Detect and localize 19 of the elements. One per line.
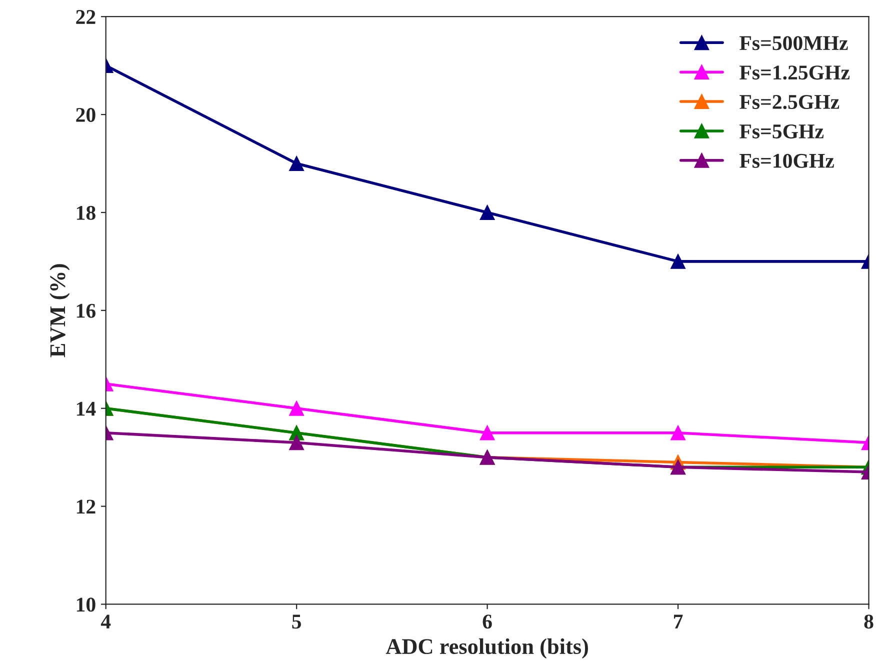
legend-label: Fs=2.5GHz: [740, 95, 840, 110]
y-tick-label: 22: [76, 10, 96, 24]
x-axis-title: ADC resolution (bits): [386, 638, 588, 659]
y-tick-label: 16: [76, 304, 96, 318]
legend-label: Fs=10GHz: [740, 154, 834, 168]
x-tick-label: 7: [674, 614, 683, 628]
y-tick-label: 14: [76, 402, 96, 416]
legend-label: Fs=500MHz: [740, 36, 848, 50]
x-tick-label: 4: [100, 614, 111, 628]
legend-label: Fs=1.25GHz: [740, 66, 850, 80]
y-tick-label: 20: [76, 108, 96, 122]
x-tick-label: 5: [292, 614, 302, 629]
y-tick-label: 12: [76, 500, 96, 514]
y-tick-label: 10: [76, 598, 96, 612]
x-tick-label: 8: [864, 614, 874, 629]
legend-label: Fs=5GHz: [740, 124, 824, 138]
y-axis-title: EVM (%): [50, 264, 70, 358]
x-tick-label: 6: [482, 614, 492, 629]
y-tick-label: 18: [76, 206, 96, 220]
